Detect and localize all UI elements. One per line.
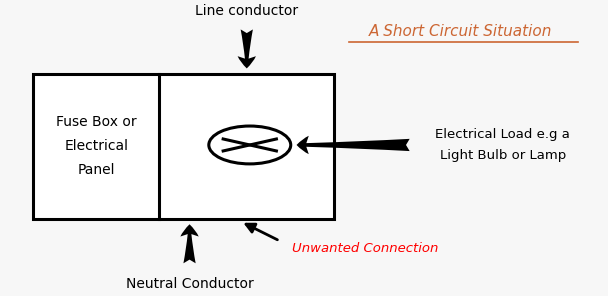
Text: Electrical Load e.g a
Light Bulb or Lamp: Electrical Load e.g a Light Bulb or Lamp — [435, 128, 570, 162]
Text: A Short Circuit Situation: A Short Circuit Situation — [369, 24, 552, 39]
Text: Unwanted Connection: Unwanted Connection — [292, 242, 438, 255]
Text: Neutral Conductor: Neutral Conductor — [126, 277, 254, 291]
Text: Line conductor: Line conductor — [195, 4, 299, 18]
Text: Fuse Box or
Electrical
Panel: Fuse Box or Electrical Panel — [56, 115, 136, 177]
Bar — [33, 74, 334, 219]
Circle shape — [209, 126, 291, 164]
